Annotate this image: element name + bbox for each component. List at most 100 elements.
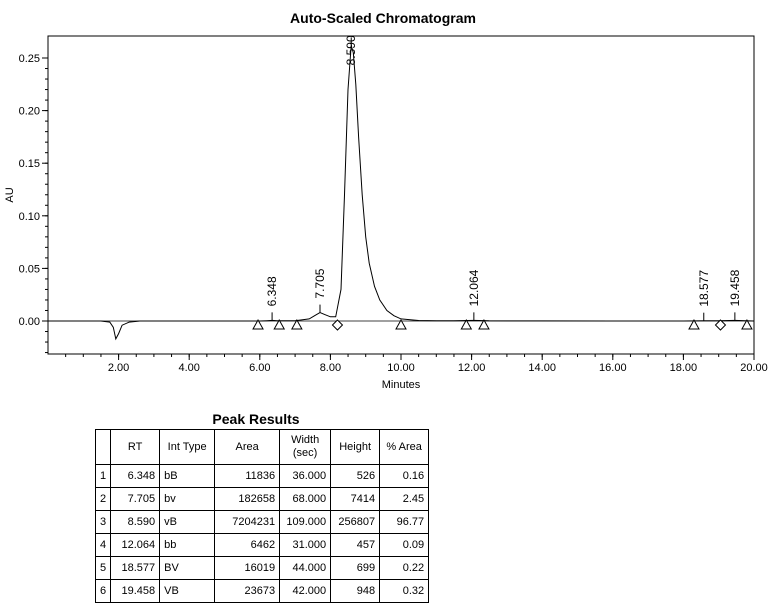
x-tick-label: 18.00 [670, 362, 698, 374]
table-cell: 1 [94, 464, 112, 488]
table-cell: VB [159, 579, 216, 603]
table-cell: 7414 [330, 487, 381, 511]
diamond-marker [714, 319, 727, 331]
peak-label: 19.458 [728, 269, 742, 306]
chart-title: Auto-Scaled Chromatogram [290, 10, 476, 26]
x-tick-label: 4.00 [178, 362, 199, 374]
table-cell: 0.32 [379, 579, 430, 603]
table-cell: bB [159, 464, 216, 488]
table-cell: 3 [94, 510, 112, 534]
table-cell: 16019 [214, 556, 281, 580]
table-cell: 96.77 [379, 510, 430, 534]
table-cell: 457 [330, 533, 381, 557]
table-cell: 2 [94, 487, 112, 511]
peak-label: 18.577 [697, 270, 711, 307]
x-tick-label: 20.00 [740, 362, 768, 374]
table-row: 3 8.590 vB 7204231 109.000 256807 96.77 [94, 510, 430, 534]
triangle-marker [395, 318, 407, 330]
table-cell: 0.22 [379, 556, 430, 580]
table-cell: BV [159, 556, 216, 580]
x-tick-label: 10.00 [387, 362, 415, 374]
table-cell: 68.000 [279, 487, 332, 511]
column-header [94, 429, 112, 465]
triangle-marker [478, 318, 490, 330]
table-cell: 5 [94, 556, 112, 580]
x-tick-label: 6.00 [249, 362, 270, 374]
table-cell: 4 [94, 533, 112, 557]
table-body: 1 6.348 bB 11836 36.000 526 0.16 2 7.705 bv 182658… [94, 464, 430, 603]
x-tick-label: 8.00 [320, 362, 341, 374]
column-header: RT [110, 429, 161, 465]
table-cell: 8.590 [110, 510, 161, 534]
peak-label: 7.705 [313, 268, 327, 298]
table-cell: 0.16 [379, 464, 430, 488]
table-cell: 6462 [214, 533, 281, 557]
table-row: 2 7.705 bv 182658 68.000 7414 2.45 [94, 487, 430, 511]
y-tick-label: 0.05 [19, 263, 40, 275]
table-cell: 23673 [214, 579, 281, 603]
table-cell: 11836 [214, 464, 281, 488]
table-cell: 31.000 [279, 533, 332, 557]
diamond-marker [331, 319, 344, 331]
y-axis-label: AU [4, 187, 16, 202]
peak-results-table: RT Int Type Area Width (sec) Height% Area 1 6.… [94, 429, 430, 603]
column-header: Height [330, 429, 381, 465]
peak-label: 12.064 [467, 269, 481, 306]
table-cell: vB [159, 510, 216, 534]
table-row: 5 18.577 BV 16019 44.000 699 0.22 [94, 556, 430, 580]
peak-labels: 6.348 7.705 8.590 12.064 18.577 19.458 [265, 35, 742, 321]
y-axis: 0.00 0.05 0.10 0.15 0.20 0.25 [19, 53, 48, 354]
x-tick-label: 16.00 [599, 362, 627, 374]
table-cell: 12.064 [110, 533, 161, 557]
x-tick-label: 2.00 [108, 362, 129, 374]
table-cell: bb [159, 533, 216, 557]
triangle-marker [252, 318, 264, 330]
table-cell: 7.705 [110, 487, 161, 511]
peak-label: 8.590 [344, 35, 358, 65]
table-cell: 18.577 [110, 556, 161, 580]
table-row: 1 6.348 bB 11836 36.000 526 0.16 [94, 464, 430, 488]
table-cell: 19.458 [110, 579, 161, 603]
table-cell: 109.000 [279, 510, 332, 534]
table-cell: 182658 [214, 487, 281, 511]
table-header-row: RT Int Type Area Width (sec) Height% Area [94, 429, 430, 465]
table-cell: 42.000 [279, 579, 332, 603]
chromatogram-chart: Auto-Scaled Chromatogram 0.00 0.05 0.10 0.1… [4, 10, 768, 391]
table-cell: 36.000 [279, 464, 332, 488]
table-cell: 699 [330, 556, 381, 580]
column-header: Width (sec) [279, 429, 332, 465]
chromatogram-trace [48, 45, 755, 341]
x-tick-label: 14.00 [528, 362, 556, 374]
table-row: 4 12.064 bb 6462 31.000 457 0.09 [94, 533, 430, 557]
y-tick-label: 0.10 [19, 211, 40, 223]
table-cell: 256807 [330, 510, 381, 534]
table-cell: 6.348 [110, 464, 161, 488]
x-tick-label: 12.00 [458, 362, 486, 374]
table-cell: 7204231 [214, 510, 281, 534]
y-tick-label: 0.20 [19, 106, 40, 118]
column-header: Area [214, 429, 281, 465]
y-tick-label: 0.25 [19, 53, 40, 65]
x-axis-label: Minutes [382, 379, 421, 391]
column-header: % Area [379, 429, 430, 465]
triangle-marker [460, 318, 473, 330]
results-title: Peak Results [212, 411, 300, 427]
table-row: 6 19.458 VB 23673 42.000 948 0.32 [94, 579, 430, 603]
table-cell: 2.45 [379, 487, 430, 511]
peak-label: 6.348 [265, 276, 279, 306]
y-tick-label: 0.00 [19, 316, 40, 328]
peak-markers [252, 318, 753, 331]
table-cell: 948 [330, 579, 381, 603]
triangle-marker [291, 318, 303, 330]
y-tick-label: 0.15 [19, 158, 40, 170]
column-header: Int Type [159, 429, 216, 465]
table-cell: 6 [94, 579, 112, 603]
x-axis: 2.00 4.00 6.00 8.00 10.00 12.00 14.00 16.00 18.0… [65, 354, 768, 374]
table-cell: 526 [330, 464, 381, 488]
triangle-marker [688, 318, 700, 330]
triangle-marker [741, 318, 753, 330]
triangle-marker [273, 318, 286, 330]
table-cell: 44.000 [279, 556, 332, 580]
table-cell: bv [159, 487, 216, 511]
table-cell: 0.09 [379, 533, 430, 557]
